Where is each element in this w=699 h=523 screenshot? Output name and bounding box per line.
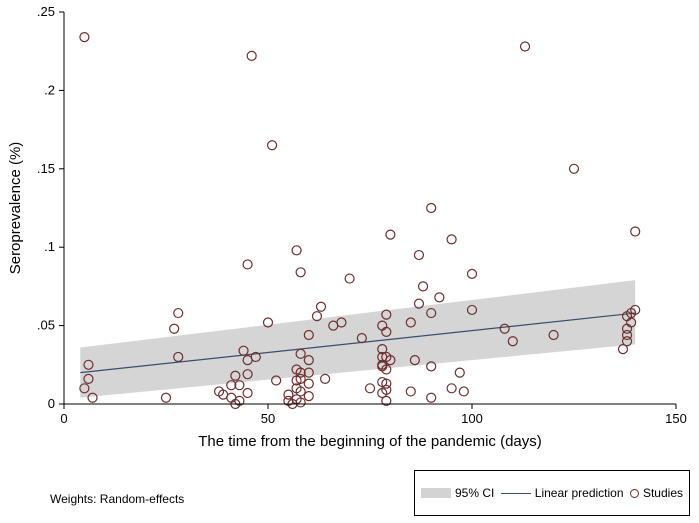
y-tick-label: .2 — [44, 82, 55, 97]
legend-item-line: Linear prediction — [501, 486, 624, 500]
study-point — [455, 368, 464, 377]
study-point — [345, 274, 354, 283]
study-point — [366, 384, 375, 393]
y-tick-label: .15 — [37, 161, 55, 176]
study-point — [268, 141, 277, 150]
y-tick-label: .1 — [44, 239, 55, 254]
study-point — [174, 309, 183, 318]
legend-box: 95% CI Linear prediction Studies — [414, 470, 690, 516]
study-point — [247, 51, 256, 60]
study-point — [284, 390, 293, 399]
x-tick-label: 100 — [461, 411, 483, 426]
circle-swatch — [630, 489, 639, 498]
legend-item-studies: Studies — [630, 486, 683, 500]
study-point — [406, 387, 415, 396]
study-point — [386, 230, 395, 239]
legend-studies-label: Studies — [643, 486, 683, 500]
study-point — [321, 374, 330, 383]
study-point — [427, 393, 436, 402]
x-tick-label: 50 — [261, 411, 275, 426]
x-tick-label: 0 — [60, 411, 67, 426]
weights-label: Weights: Random-effects — [50, 492, 184, 506]
y-axis-label: Seroprevalence (%) — [7, 142, 24, 275]
legend-ci-label: 95% CI — [455, 486, 494, 500]
study-point — [631, 227, 640, 236]
study-point — [468, 269, 477, 278]
x-axis-label: The time from the beginning of the pande… — [198, 433, 542, 450]
y-tick-label: 0 — [48, 396, 55, 411]
study-point — [304, 392, 313, 401]
study-point — [447, 384, 456, 393]
study-point — [419, 282, 428, 291]
study-point — [427, 204, 436, 213]
study-point — [414, 251, 423, 260]
study-point — [296, 268, 305, 277]
study-point — [570, 164, 579, 173]
study-point — [521, 42, 530, 51]
ci-swatch — [421, 488, 451, 498]
study-point — [292, 246, 301, 255]
line-swatch — [501, 493, 531, 494]
legend-line-label: Linear prediction — [535, 486, 624, 500]
y-tick-label: .05 — [37, 318, 55, 333]
study-point — [162, 393, 171, 402]
legend-item-ci: 95% CI — [421, 486, 494, 500]
study-point — [447, 235, 456, 244]
study-point — [459, 387, 468, 396]
study-point — [243, 260, 252, 269]
study-point — [170, 324, 179, 333]
study-point — [435, 293, 444, 302]
study-point — [243, 389, 252, 398]
study-point — [80, 33, 89, 42]
x-tick-label: 150 — [665, 411, 687, 426]
study-point — [317, 302, 326, 311]
scatter-chart: 0 .05 .1 .15 .2 .25 0 50 100 150 The time from the… — [0, 0, 699, 523]
y-tick-label: .25 — [37, 4, 55, 19]
study-point — [304, 379, 313, 388]
